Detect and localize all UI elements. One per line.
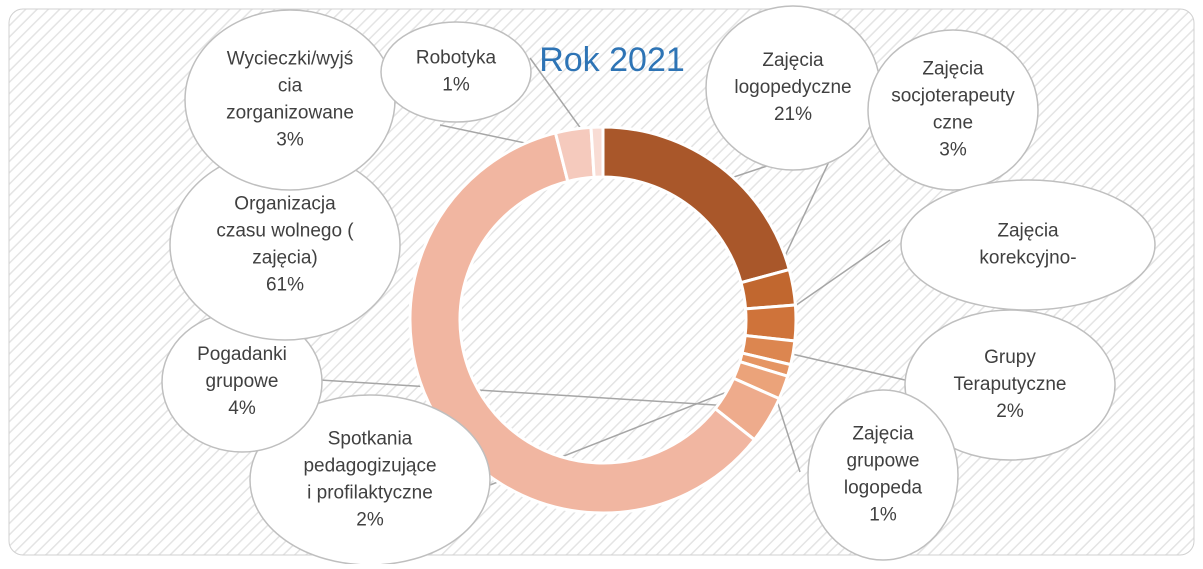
- chart-title: Rok 2021: [539, 41, 685, 79]
- category-label: Spotkania: [328, 429, 413, 450]
- category-label: grupowe: [206, 371, 279, 392]
- category-label: Pogadanki: [197, 344, 287, 365]
- category-label: czasu wolnego (: [216, 221, 354, 242]
- callout-bubble: [900, 179, 1156, 311]
- value-label: 3%: [276, 130, 304, 151]
- category-label: Zajęcia: [997, 221, 1059, 242]
- value-label: 2%: [356, 510, 384, 531]
- donut-segment: [408, 131, 757, 515]
- category-label: pedagogizujące: [303, 456, 436, 477]
- value-label: 3%: [939, 140, 967, 161]
- category-label: socjoterapeuty: [891, 86, 1015, 107]
- category-label: korekcyjno-: [979, 248, 1076, 269]
- category-label: i profilaktyczne: [307, 483, 433, 504]
- category-label: grupowe: [847, 451, 920, 472]
- category-label: Grupy: [984, 347, 1036, 368]
- category-label: logopedyczne: [734, 77, 851, 98]
- callout-bubble: [184, 9, 396, 191]
- category-label: Zajęcia: [922, 59, 984, 80]
- category-label: Organizacja: [234, 194, 336, 215]
- leader-line: [319, 379, 747, 408]
- category-label: Robotyka: [416, 48, 497, 69]
- callout-bubble: [867, 29, 1039, 191]
- value-label: 2%: [996, 401, 1024, 422]
- category-label: Wycieczki/wyjś: [227, 49, 354, 70]
- category-label: cia: [278, 76, 303, 97]
- category-label: logopeda: [844, 478, 923, 499]
- category-label: zorganizowane: [226, 103, 354, 124]
- callout-bubble: [807, 389, 959, 561]
- callout-bubble: [904, 309, 1116, 461]
- category-label: Zajęcia: [852, 424, 914, 445]
- category-label: Zajęcia: [762, 50, 824, 71]
- category-label: zajęcia): [252, 248, 317, 269]
- callout-bubble: [380, 21, 532, 123]
- value-label: 1%: [869, 505, 897, 526]
- category-label: Teraputyczne: [953, 374, 1066, 395]
- value-label: 1%: [442, 75, 470, 96]
- value-label: 4%: [228, 398, 256, 419]
- category-label: czne: [933, 113, 973, 134]
- donut-segment: [589, 125, 605, 179]
- value-label: 21%: [774, 104, 812, 125]
- value-label: 61%: [266, 275, 304, 296]
